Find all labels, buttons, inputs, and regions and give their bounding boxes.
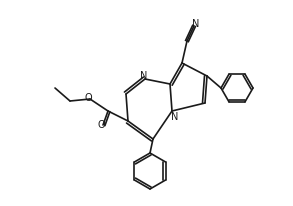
Text: O: O (84, 92, 92, 103)
Text: N: N (192, 19, 200, 29)
Text: N: N (171, 111, 179, 121)
Text: O: O (97, 119, 105, 129)
Text: N: N (140, 71, 148, 81)
